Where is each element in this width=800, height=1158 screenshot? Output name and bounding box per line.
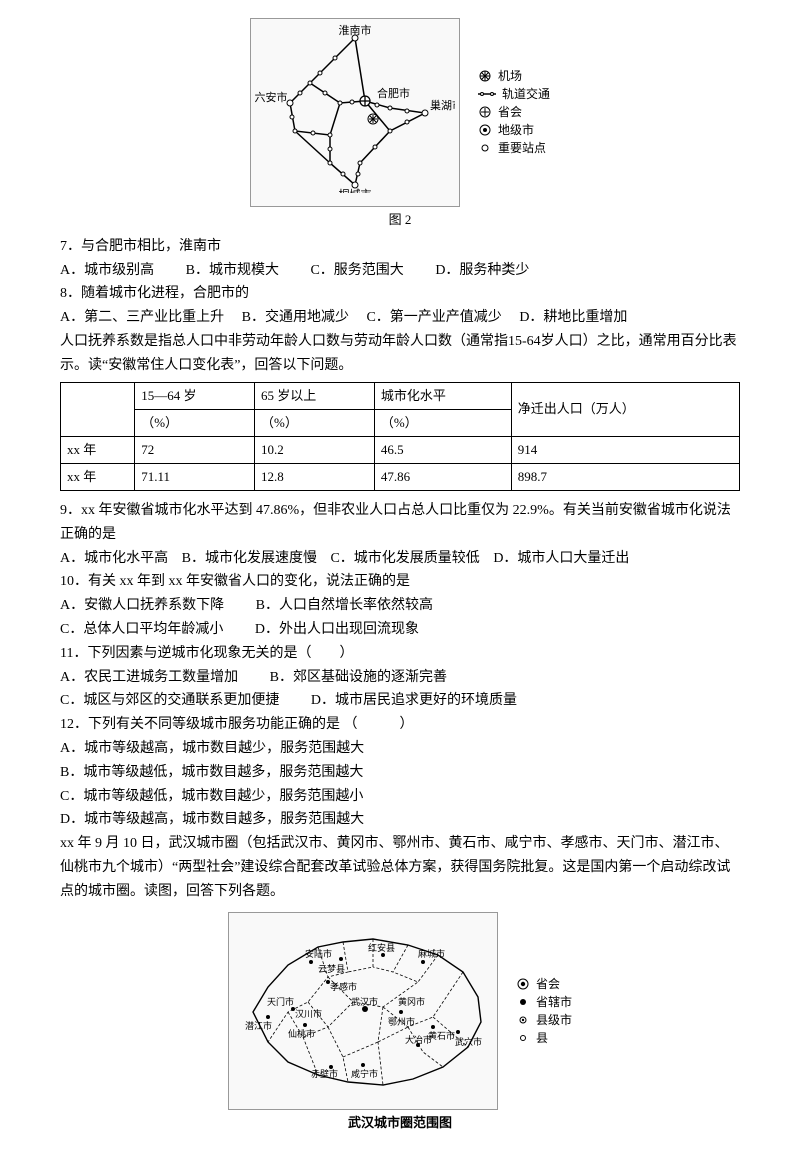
q10-B: B．人口自然增长率依然较高 (256, 594, 433, 618)
fig2-city: 潜江市 (245, 1020, 272, 1031)
legend-airport: 机场 (498, 67, 522, 85)
wuhan-intro: xx 年 9 月 10 日，武汉城市圈（包括武汉市、黄冈市、鄂州市、黄石市、咸宁… (60, 832, 740, 903)
fig1-city-hefei: 合肥市 (377, 86, 410, 100)
q8-A: A．第二、三产业比重上升 (60, 306, 224, 330)
dependency-intro: 人口抚养系数是指总人口中非劳动年龄人口数与劳动年龄人口数（通常指15-64岁人口… (60, 330, 740, 378)
legend2-countycity: 县级市 (536, 1011, 572, 1029)
q11-options-2: C．城区与郊区的交通联系更加便捷 D．城市居民追求更好的环境质量 (60, 689, 740, 713)
q7-A: A．城市级别高 (60, 259, 154, 283)
q9-C: C．城市化发展质量较低 (330, 547, 479, 571)
q8-options: A．第二、三产业比重上升 B．交通用地减少 C．第一产业产值减少 D．耕地比重增… (60, 306, 740, 330)
fig2-city: 仙桃市 (288, 1028, 315, 1039)
table-row: xx 年 72 10.2 46.5 914 (61, 436, 740, 463)
th-c2-bot: （%） (255, 409, 375, 436)
q12-stem: 12．下列有关不同等级城市服务功能正确的是 （ ） (60, 713, 740, 737)
q8-D: D．耕地比重增加 (519, 306, 627, 330)
q12-B: B．城市等级越低，城市数目越多，服务范围越大 (60, 761, 740, 785)
fig2-city: 黄石市 (428, 1030, 455, 1041)
q11-C: C．城区与郊区的交通联系更加便捷 (60, 689, 279, 713)
figure-1: 淮南市 六安市 合肥市 巢湖市 桐城市 机场 轨道交通 省会 地级市 重要站点 … (60, 18, 740, 231)
q7-D: D．服务种类少 (435, 259, 529, 283)
td-c1: 72 (135, 436, 255, 463)
q8-C: C．第一产业产值减少 (366, 306, 501, 330)
th-c1-top: 15—64 岁 (135, 382, 255, 409)
q7-C: C．服务范围大 (310, 259, 403, 283)
q12-D: D．城市等级越高，城市数目越多，服务范围越大 (60, 808, 740, 832)
fig2-city: 云梦县 (318, 964, 345, 974)
q10-D: D．外出人口出现回流现象 (255, 618, 419, 642)
th-c3-bot: （%） (374, 409, 511, 436)
figure-1-legend: 机场 轨道交通 省会 地级市 重要站点 (478, 67, 550, 157)
q11-A: A．农民工进城务工数量增加 (60, 666, 238, 690)
fig2-city: 赤壁市 (311, 1068, 338, 1079)
figure-2-svg: 安陆市 红安县 麻城市 云梦县 孝感市 天门市 汉川市 武汉市 黄冈市 潜江市 … (228, 912, 498, 1111)
q7-B: B．城市规模大 (186, 259, 279, 283)
population-table: 15—64 岁 65 岁以上 城市化水平 净迁出人口（万人） （%） （%） （… (60, 382, 740, 491)
q11-options-1: A．农民工进城务工数量增加 B．郊区基础设施的逐渐完善 (60, 666, 740, 690)
fig1-city-liuan: 六安市 (255, 90, 288, 104)
td-c2: 10.2 (255, 436, 375, 463)
figure-2-caption: 武汉城市圈范围图 (60, 1112, 740, 1134)
th-c3-top: 城市化水平 (374, 382, 511, 409)
fig2-city: 红安县 (368, 942, 395, 953)
q9-B: B．城市化发展速度慢 (182, 547, 317, 571)
th-blank (61, 382, 135, 436)
th-c4: 净迁出人口（万人） (511, 382, 739, 436)
q10-stem: 10．有关 xx 年到 xx 年安徽省人口的变化，说法正确的是 (60, 570, 740, 594)
legend-capital: 省会 (498, 103, 522, 121)
fig1-city-chaohu: 巢湖市 (430, 98, 455, 112)
q10-C: C．总体人口平均年龄减小 (60, 618, 223, 642)
figure-2: 安陆市 红安县 麻城市 云梦县 孝感市 天门市 汉川市 武汉市 黄冈市 潜江市 … (60, 912, 740, 1135)
td-c4: 914 (511, 436, 739, 463)
q9-stem: 9．xx 年安徽省城市化水平达到 47.86%，但非农业人口占总人口比重仅为 2… (60, 499, 740, 547)
q11-stem: 11．下列因素与逆城市化现象无关的是（ ） (60, 642, 740, 666)
td-c3: 47.86 (374, 463, 511, 490)
legend2-capital: 省会 (536, 975, 560, 993)
q8-B: B．交通用地减少 (242, 306, 349, 330)
fig2-city: 天门市 (267, 996, 294, 1007)
q9-D: D．城市人口大量迁出 (493, 547, 629, 571)
q10-options-1: A．安徽人口抚养系数下降 B．人口自然增长率依然较高 (60, 594, 740, 618)
fig1-city-huainan: 淮南市 (338, 23, 371, 37)
fig2-city: 咸宁市 (351, 1068, 378, 1079)
fig2-city: 黄冈市 (398, 996, 425, 1007)
q7-options: A．城市级别高 B．城市规模大 C．服务范围大 D．服务种类少 (60, 259, 740, 283)
figure-1-caption: 图 2 (60, 209, 740, 231)
figure-1-svg: 淮南市 六安市 合肥市 巢湖市 桐城市 (250, 18, 460, 207)
legend-rail: 轨道交通 (502, 85, 550, 103)
q11-D: D．城市居民追求更好的环境质量 (311, 689, 517, 713)
legend2-county: 县 (536, 1029, 548, 1047)
q8-stem: 8．随着城市化进程，合肥市的 (60, 282, 740, 306)
th-c2-top: 65 岁以上 (255, 382, 375, 409)
q10-options-2: C．总体人口平均年龄减小 D．外出人口出现回流现象 (60, 618, 740, 642)
td-c3: 46.5 (374, 436, 511, 463)
legend-station: 重要站点 (498, 139, 546, 157)
fig2-city: 武汉市 (351, 996, 378, 1007)
td-c2: 12.8 (255, 463, 375, 490)
q11-B: B．郊区基础设施的逐渐完善 (270, 666, 447, 690)
q9-A: A．城市化水平高 (60, 547, 168, 571)
table-header-row: 15—64 岁 65 岁以上 城市化水平 净迁出人口（万人） (61, 382, 740, 409)
td-year: xx 年 (61, 463, 135, 490)
fig2-city: 麻城市 (418, 948, 445, 959)
legend-prefecture: 地级市 (498, 121, 534, 139)
td-c1: 71.11 (135, 463, 255, 490)
fig2-city: 安陆市 (305, 948, 332, 959)
legend2-prefecture: 省辖市 (536, 993, 572, 1011)
figure-2-legend: 省会 省辖市 县级市 县 (516, 975, 572, 1047)
fig2-city: 武穴市 (455, 1036, 482, 1047)
fig2-city: 汉川市 (295, 1008, 322, 1019)
td-c4: 898.7 (511, 463, 739, 490)
fig2-city: 孝感市 (330, 981, 357, 992)
fig2-city: 鄂州市 (388, 1016, 415, 1027)
q9-options: A．城市化水平高 B．城市化发展速度慢 C．城市化发展质量较低 D．城市人口大量… (60, 547, 740, 571)
table-row: xx 年 71.11 12.8 47.86 898.7 (61, 463, 740, 490)
q7-stem: 7．与合肥市相比，淮南市 (60, 235, 740, 259)
q10-A: A．安徽人口抚养系数下降 (60, 594, 224, 618)
q12-A: A．城市等级越高，城市数目越少，服务范围越大 (60, 737, 740, 761)
th-c1-bot: （%） (135, 409, 255, 436)
td-year: xx 年 (61, 436, 135, 463)
q12-C: C．城市等级越低，城市数目越少，服务范围越小 (60, 785, 740, 809)
